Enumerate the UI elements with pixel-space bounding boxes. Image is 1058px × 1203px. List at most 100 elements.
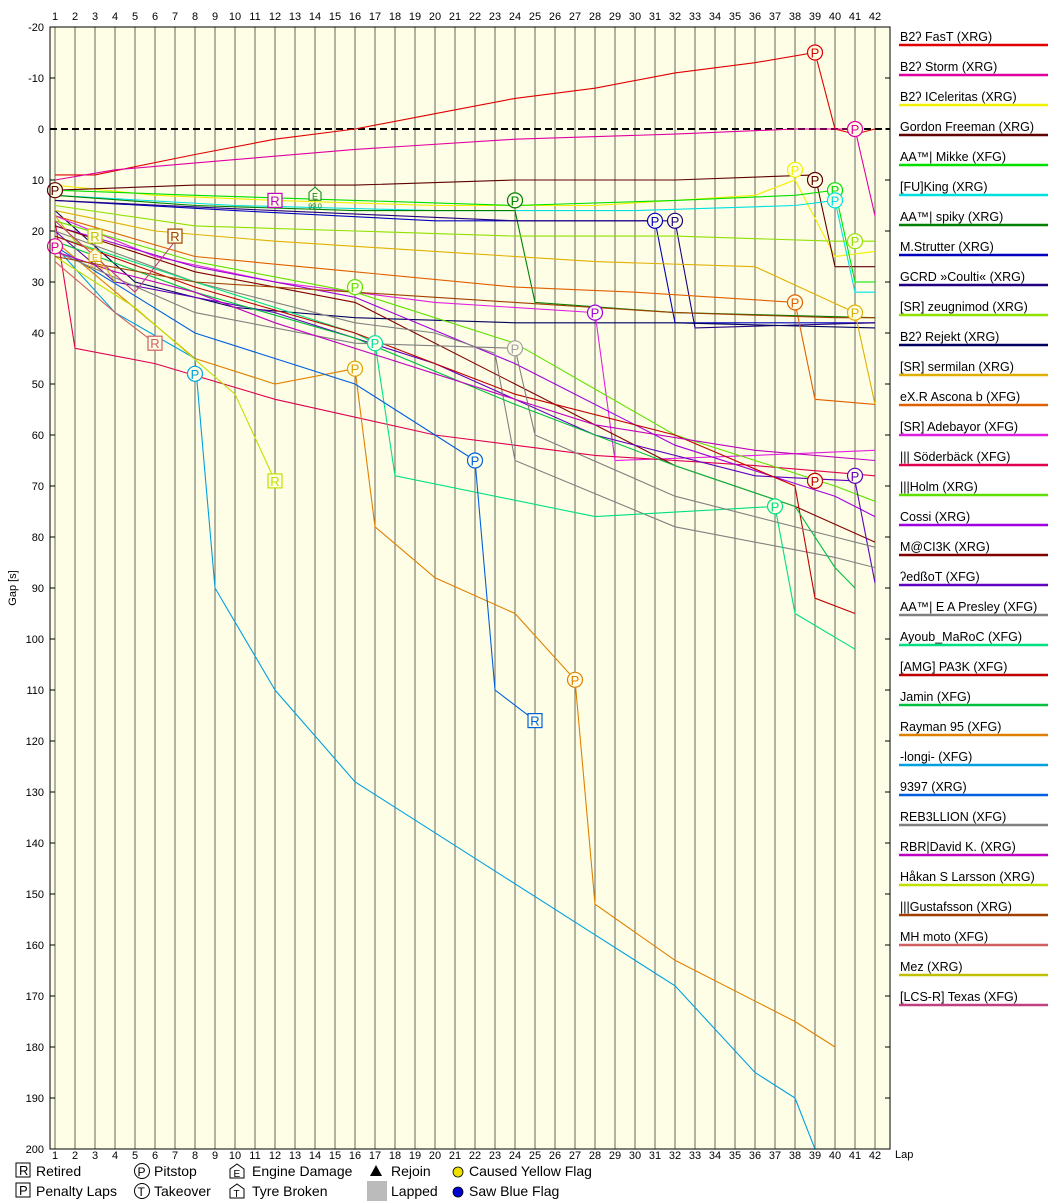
pitstop-marker-letter: P: [511, 341, 520, 356]
y-tick-label: 130: [26, 787, 44, 799]
series-line-22: [54, 235, 856, 615]
x-tick-label-top: 25: [529, 11, 541, 23]
retired-marker-letter: R: [150, 336, 159, 351]
pitstop-marker: [806, 171, 824, 189]
x-tick-label-bottom: 29: [609, 1150, 621, 1162]
legend-entry-name: M@CI3K (XRG): [900, 540, 990, 554]
x-tick-label-bottom: 42: [869, 1150, 881, 1162]
x-tick-label-bottom: 35: [729, 1150, 741, 1162]
plot-background: [50, 27, 890, 1149]
x-tick-label-bottom: 16: [349, 1150, 361, 1162]
symbol-key: R Retired P Penalty Laps P Pitstop T Tak…: [15, 1162, 592, 1201]
rejoin-key-label: Rejoin: [391, 1163, 431, 1179]
pitstop-marker-letter: P: [371, 336, 380, 351]
pitstop-marker: [826, 192, 844, 209]
legend-entry-name: AA™| spiky (XRG): [900, 210, 1003, 224]
pitstop-marker-letter: P: [811, 474, 820, 489]
x-tick-label-bottom: 31: [649, 1150, 661, 1162]
y-tick-label: 160: [26, 940, 44, 952]
pitstop-marker-letter: P: [771, 499, 780, 514]
x-tick-label-top: 21: [449, 11, 461, 23]
x-tick-label-top: 1: [52, 11, 58, 23]
rejoin-symbol: [370, 1165, 382, 1176]
pitstop-marker: [566, 671, 584, 688]
engine-damage-time-label: 99.0: [308, 203, 322, 210]
x-tick-label-top: 42: [869, 11, 881, 23]
pitstop-marker-letter: P: [651, 214, 660, 229]
x-tick-label-top: 19: [409, 11, 421, 23]
legend-entry-name: AA™| E A Presley (XFG): [900, 600, 1037, 614]
y-tick-label: 0: [38, 124, 44, 136]
series-line-32: [54, 215, 116, 283]
legend-entry-name: REB3LLION (XFG): [900, 810, 1006, 824]
x-tick-label-top: 13: [289, 11, 301, 23]
x-tick-label-bottom: 8: [192, 1150, 198, 1162]
legend-entry-name: MH moto (XFG): [900, 930, 988, 944]
x-tick-label-top: 28: [589, 11, 601, 23]
pitstop-marker: [666, 212, 684, 229]
series-line-3: [54, 179, 876, 258]
pitstop-marker: [786, 161, 804, 178]
x-tick-label-top: 35: [729, 11, 741, 23]
legend-entry-name: -longi- (XFG): [900, 750, 972, 764]
x-tick-label-bottom: 24: [509, 1150, 521, 1162]
penalty-symbol-letter: P: [19, 1183, 28, 1198]
legend-entry-name: B2ʔ ICeleritas (XRG): [900, 90, 1017, 104]
legend-entry-name: RBR|David K. (XRG): [900, 840, 1016, 854]
y-tick-label: 100: [26, 634, 44, 646]
engine-damage-marker-letter: E: [92, 253, 98, 263]
x-tick-label-bottom: 2: [72, 1150, 78, 1162]
x-tick-label-top: 36: [749, 11, 761, 23]
series-line-15: [54, 220, 876, 477]
pitstop-marker-letter: P: [851, 306, 860, 321]
x-tick-label-bottom: 13: [289, 1150, 301, 1162]
x-tick-label-top: 18: [389, 11, 401, 23]
x-tick-label-bottom: 40: [829, 1150, 841, 1162]
x-tick-label-bottom: 6: [152, 1150, 158, 1162]
x-tick-label-bottom: 18: [389, 1150, 401, 1162]
x-tick-label-top: 38: [789, 11, 801, 23]
pitstop-marker: [806, 44, 824, 61]
x-tick-label-bottom: 33: [689, 1150, 701, 1162]
pitstop-marker-letter: P: [191, 367, 200, 382]
y-tick-label: 200: [26, 1144, 44, 1156]
y-tick-label: 180: [26, 1042, 44, 1054]
retired-marker: [267, 192, 283, 208]
lapped-symbol: [367, 1181, 387, 1201]
x-tick-label-top: 27: [569, 11, 581, 23]
x-tick-label-bottom: 11: [249, 1150, 260, 1162]
legend-entry-name: Mez (XRG): [900, 960, 963, 974]
x-tick-label-bottom: 5: [132, 1150, 138, 1162]
x-tick-label-bottom: 22: [469, 1150, 481, 1162]
retired-marker-letter: R: [270, 474, 279, 489]
y-tick-label: 90: [32, 583, 44, 595]
series-line-24: [54, 240, 836, 1048]
tyre-key-label: Tyre Broken: [252, 1183, 327, 1199]
retired-marker-letter: R: [90, 229, 99, 244]
pitstop-marker: [346, 360, 364, 377]
blue-flag-key-label: Saw Blue Flag: [469, 1183, 559, 1199]
legend-entry-name: GCRD »Coulti« (XRG): [900, 270, 1025, 284]
legend-entry-name: Rayman 95 (XFG): [900, 720, 1001, 734]
pitstop-marker: [506, 340, 524, 357]
x-tick-label-bottom: 20: [429, 1150, 441, 1162]
series-line-25: [54, 245, 816, 1150]
series-line-2: [54, 128, 876, 216]
retired-marker: [147, 335, 163, 351]
x-tick-label-top: 22: [469, 11, 481, 23]
legend-entry-name: AA™| Mikke (XFG): [900, 150, 1006, 164]
y-tick-label: 120: [26, 736, 44, 748]
x-tick-label-bottom: 1: [52, 1150, 58, 1162]
pitstop-marker: [466, 452, 484, 469]
x-tick-label-bottom: 10: [229, 1150, 241, 1162]
x-tick-label-bottom: 17: [369, 1150, 381, 1162]
pitstop-marker-letter: P: [831, 193, 840, 208]
x-tick-label-top: 8: [192, 11, 198, 23]
series-line-13: [54, 215, 876, 405]
pitstop-marker: [646, 212, 664, 229]
x-tick-label-top: 12: [269, 11, 281, 23]
x-tick-label-bottom: 15: [329, 1150, 341, 1162]
x-tick-label-bottom: 34: [709, 1150, 721, 1162]
y-tick-label: 40: [32, 328, 44, 340]
